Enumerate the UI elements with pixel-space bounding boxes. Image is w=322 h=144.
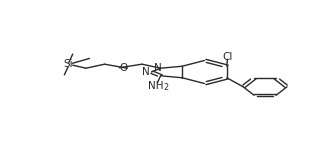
Text: Cl: Cl bbox=[223, 52, 233, 62]
Text: NH: NH bbox=[148, 81, 164, 91]
Text: N: N bbox=[154, 63, 161, 73]
Text: O: O bbox=[119, 63, 128, 73]
Text: N: N bbox=[142, 67, 150, 77]
Text: 2: 2 bbox=[163, 83, 168, 92]
Text: Si: Si bbox=[64, 59, 73, 69]
